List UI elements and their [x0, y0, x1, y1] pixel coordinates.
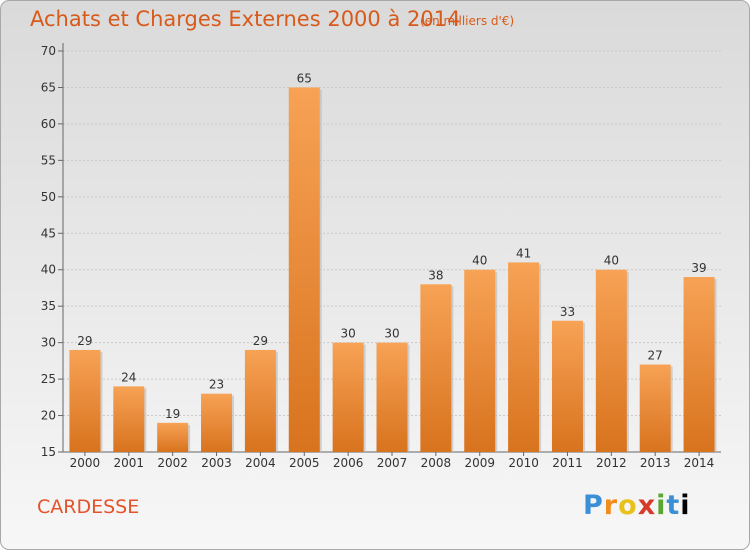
y-tick-label: 70: [41, 44, 56, 58]
y-tick-label: 30: [41, 336, 56, 350]
y-tick-label: 50: [41, 190, 56, 204]
x-tick-label: 2009: [464, 456, 495, 470]
bar: [113, 386, 145, 452]
bar-value-label: 38: [428, 268, 443, 282]
y-tick-label: 35: [41, 299, 56, 313]
bar: [683, 277, 715, 452]
y-tick-label: 55: [41, 153, 56, 167]
x-tick-label: 2005: [289, 456, 320, 470]
chart-unit: (en milliers d'€): [420, 14, 515, 28]
bar-value-label: 41: [516, 246, 531, 260]
bar: [332, 342, 364, 452]
bar-value-label: 40: [472, 254, 487, 268]
chart-title: Achats et Charges Externes 2000 à 2014: [30, 7, 461, 31]
x-tick-label: 2002: [157, 456, 188, 470]
bar-value-label: 39: [691, 261, 706, 275]
bar-value-label: 29: [253, 334, 268, 348]
bar: [551, 320, 583, 452]
bars: [69, 87, 717, 453]
bar-value-label: 33: [560, 305, 575, 319]
bar-value-label: 27: [648, 349, 663, 363]
bar: [464, 269, 496, 452]
bar: [244, 349, 276, 452]
bar-value-label: 40: [604, 254, 619, 268]
x-tick-label: 2014: [684, 456, 715, 470]
bar: [420, 284, 452, 452]
bar: [201, 393, 233, 452]
bar: [157, 422, 189, 452]
y-tick-label: 25: [41, 372, 56, 386]
bar-value-label: 30: [384, 327, 399, 341]
bar-value-label: 29: [77, 334, 92, 348]
x-tick-label: 2013: [640, 456, 671, 470]
x-tick-label: 2006: [333, 456, 364, 470]
y-tick-label: 60: [41, 117, 56, 131]
x-tick-label: 2010: [508, 456, 539, 470]
bar: [288, 87, 320, 453]
x-tick-label: 2011: [552, 456, 583, 470]
bar: [69, 349, 101, 452]
x-tick-label: 2007: [377, 456, 408, 470]
bar-value-label: 24: [121, 370, 136, 384]
bar: [639, 364, 671, 452]
x-tick-label: 2000: [70, 456, 101, 470]
x-tick-label: 2001: [114, 456, 145, 470]
bar-value-label: 19: [165, 407, 180, 421]
y-tick-label: 40: [41, 263, 56, 277]
bar-value-label: 30: [340, 327, 355, 341]
y-tick-label: 65: [41, 80, 56, 94]
y-tick-label: 45: [41, 226, 56, 240]
bar-value-label: 23: [209, 378, 224, 392]
x-tick-label: 2004: [245, 456, 276, 470]
labels: 15 20 25 30 35 40 45 50 55 60 65 70 29 2000 24 2001 19 20…: [41, 44, 715, 470]
x-tick-label: 2003: [201, 456, 232, 470]
x-tick-label: 2012: [596, 456, 627, 470]
bar: [376, 342, 408, 452]
bar: [595, 269, 627, 452]
proxiti-logo: Proxiti: [583, 490, 691, 521]
y-tick-label: 15: [41, 445, 56, 459]
bar: [508, 262, 540, 452]
bar-value-label: 65: [297, 71, 312, 85]
commune-name: CARDESSE: [37, 496, 140, 518]
y-tick-label: 20: [41, 409, 56, 423]
x-tick-label: 2008: [421, 456, 452, 470]
